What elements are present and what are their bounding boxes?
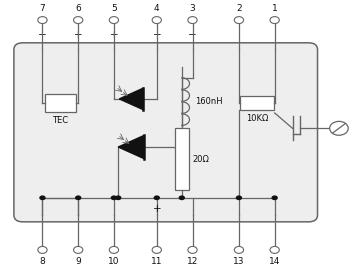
Circle shape <box>73 17 83 23</box>
Circle shape <box>152 247 161 253</box>
Circle shape <box>38 247 47 253</box>
Text: 8: 8 <box>40 256 45 266</box>
Circle shape <box>115 195 121 200</box>
Text: 1: 1 <box>272 4 278 14</box>
Text: +: + <box>153 204 161 214</box>
Text: 10KΩ: 10KΩ <box>246 114 268 123</box>
Text: 7: 7 <box>40 4 45 14</box>
Circle shape <box>73 247 83 253</box>
Text: −: − <box>38 30 47 40</box>
Text: 160nH: 160nH <box>195 97 222 106</box>
Circle shape <box>109 247 118 253</box>
Circle shape <box>109 17 118 23</box>
Text: 14: 14 <box>269 256 280 266</box>
Text: −: − <box>188 30 197 40</box>
Circle shape <box>38 17 47 23</box>
Bar <box>240 96 274 110</box>
Text: 20Ω: 20Ω <box>193 154 210 164</box>
Circle shape <box>152 17 161 23</box>
Text: TEC: TEC <box>52 116 68 126</box>
Text: 9: 9 <box>75 256 81 266</box>
Circle shape <box>188 17 197 23</box>
Circle shape <box>179 195 185 200</box>
Text: 10: 10 <box>108 256 120 266</box>
Text: +: + <box>74 30 82 40</box>
Circle shape <box>270 247 279 253</box>
Text: 3: 3 <box>190 4 195 14</box>
Text: −: − <box>152 30 161 40</box>
Text: 12: 12 <box>187 256 198 266</box>
Bar <box>175 128 189 190</box>
Text: 2: 2 <box>236 4 242 14</box>
Text: +: + <box>109 30 118 40</box>
Circle shape <box>234 247 244 253</box>
Circle shape <box>154 195 160 200</box>
Circle shape <box>188 247 197 253</box>
Text: 6: 6 <box>75 4 81 14</box>
FancyBboxPatch shape <box>14 43 318 222</box>
Circle shape <box>111 195 117 200</box>
Circle shape <box>271 195 278 200</box>
Circle shape <box>234 17 244 23</box>
Bar <box>45 94 76 112</box>
Polygon shape <box>119 88 143 110</box>
Text: 4: 4 <box>154 4 159 14</box>
Text: 5: 5 <box>111 4 117 14</box>
Circle shape <box>236 195 242 200</box>
Polygon shape <box>118 136 144 158</box>
Text: 11: 11 <box>151 256 162 266</box>
Circle shape <box>39 195 46 200</box>
Text: 13: 13 <box>233 256 245 266</box>
Circle shape <box>270 17 279 23</box>
Circle shape <box>330 122 348 135</box>
Circle shape <box>75 195 81 200</box>
